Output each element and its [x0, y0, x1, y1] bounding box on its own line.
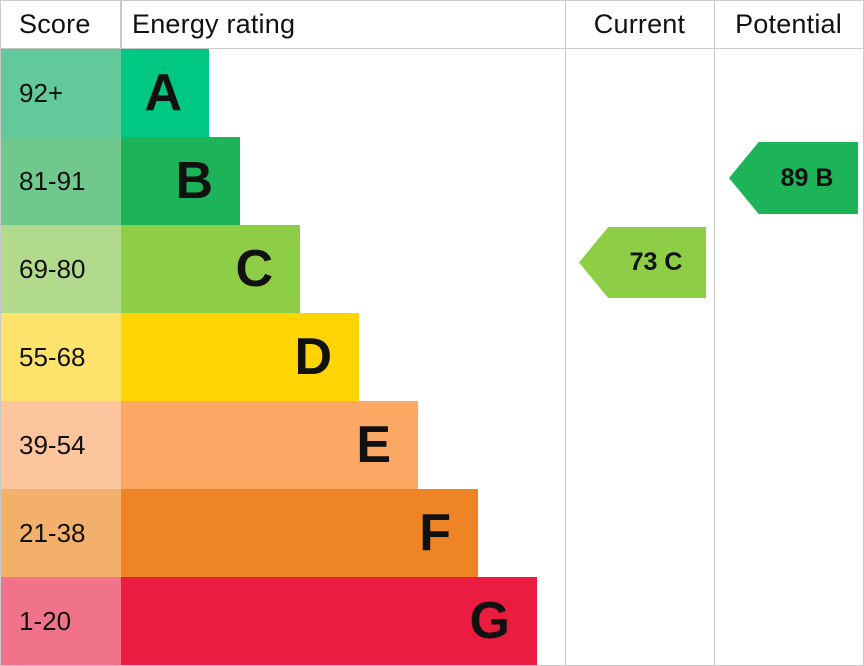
- potential-column-divider: [713, 1, 715, 665]
- current-column-divider: [564, 1, 566, 665]
- band-row-a: 92+ A: [1, 49, 863, 137]
- band-bar-g: G: [121, 577, 537, 665]
- band-bar-a: A: [121, 49, 209, 137]
- score-range-a: 92+: [1, 49, 121, 137]
- band-bar-c: C: [121, 225, 300, 313]
- column-header-energy-rating: Energy rating: [132, 9, 296, 39]
- column-header-current: Current: [593, 9, 686, 39]
- band-row-b: 81-91 B: [1, 137, 863, 225]
- column-header-score: Score: [19, 9, 91, 39]
- column-header-potential: Potential: [735, 9, 842, 39]
- current-rating-arrow: 73 C: [579, 227, 706, 298]
- band-bar-b: B: [121, 137, 240, 225]
- score-range-b: 81-91: [1, 137, 121, 225]
- band-rows: 92+ A 81-91 B 69-80 C 55-68 D 39-54 E 21…: [1, 49, 863, 665]
- band-bar-d: D: [121, 313, 359, 401]
- potential-rating-arrow: 89 B: [729, 142, 858, 214]
- score-range-e: 39-54: [1, 401, 121, 489]
- score-column-divider: [120, 1, 122, 48]
- band-bar-f: F: [121, 489, 478, 577]
- band-row-d: 55-68 D: [1, 313, 863, 401]
- table-header: Score Energy rating Current Potential: [1, 1, 863, 49]
- band-row-e: 39-54 E: [1, 401, 863, 489]
- band-row-g: 1-20 G: [1, 577, 863, 665]
- band-row-c: 69-80 C: [1, 225, 863, 313]
- score-range-d: 55-68: [1, 313, 121, 401]
- score-range-f: 21-38: [1, 489, 121, 577]
- band-bar-e: E: [121, 401, 418, 489]
- band-row-f: 21-38 F: [1, 489, 863, 577]
- score-range-c: 69-80: [1, 225, 121, 313]
- score-range-g: 1-20: [1, 577, 121, 665]
